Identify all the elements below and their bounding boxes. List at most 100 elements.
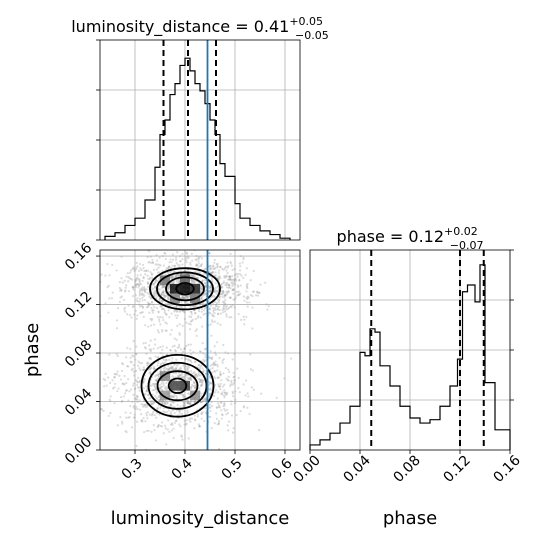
sample-point [172, 270, 176, 274]
sample-point [147, 304, 150, 307]
density-contours [140, 267, 221, 418]
sample-point [187, 256, 190, 260]
sample-point [179, 374, 182, 377]
sample-point [208, 403, 211, 407]
sample-point [175, 395, 178, 398]
sample-point [231, 282, 234, 285]
sample-point [223, 383, 226, 386]
sample-point [162, 284, 165, 288]
sample-point [162, 318, 165, 322]
sample-point [246, 297, 249, 301]
sample-point [195, 264, 198, 267]
sample-point [147, 429, 150, 432]
sample-point [193, 370, 196, 374]
sample-point [233, 278, 237, 281]
sample-point [166, 287, 169, 290]
sample-point [162, 290, 165, 294]
sample-point [235, 413, 238, 417]
sample-point [150, 273, 154, 276]
sample-point [195, 373, 198, 376]
sample-point [180, 435, 183, 438]
sample-point [223, 304, 226, 307]
sample-point [160, 425, 163, 428]
sample-point [149, 356, 152, 360]
sample-point [224, 298, 227, 302]
sample-point [100, 408, 104, 411]
sample-point [166, 401, 169, 404]
sample-point [196, 316, 199, 319]
sample-point [169, 258, 172, 261]
sample-point [152, 268, 156, 271]
sample-point [158, 299, 161, 302]
sample-point [211, 363, 214, 366]
sample-point [181, 438, 184, 441]
sample-point [232, 395, 235, 398]
sample-point [183, 347, 186, 350]
sample-point [138, 284, 141, 287]
sample-point [241, 261, 244, 264]
sample-point [193, 418, 197, 421]
sample-point [186, 367, 189, 370]
sample-point [244, 273, 247, 276]
sample-point [160, 305, 164, 308]
sample-point [210, 358, 214, 361]
sample-point [150, 324, 153, 327]
sample-point [109, 381, 112, 384]
sample-point [183, 311, 186, 314]
sample-point [153, 294, 156, 298]
sample-point [110, 297, 114, 300]
sample-point [221, 282, 224, 285]
sample-point [245, 301, 249, 304]
sample-point [157, 423, 160, 427]
sample-point [190, 353, 193, 356]
sample-point [195, 258, 198, 261]
x-tick-label: 0.3 [119, 456, 146, 483]
sample-point [189, 359, 192, 363]
sample-point [201, 411, 204, 414]
sample-point [225, 392, 229, 396]
sample-point [158, 284, 161, 287]
sample-point [217, 272, 220, 275]
sample-point [171, 253, 174, 256]
sample-point [238, 391, 241, 394]
sample-point [189, 376, 192, 379]
sample-point [173, 421, 176, 424]
sample-point [167, 265, 171, 268]
sample-point [163, 402, 166, 405]
sample-point [227, 283, 230, 286]
sample-point [159, 424, 162, 428]
sample-point [142, 342, 145, 345]
sample-point [237, 387, 240, 390]
sample-point [140, 403, 143, 406]
sample-point [210, 427, 213, 430]
sample-point [141, 310, 144, 314]
sample-point [123, 279, 126, 282]
sample-point [221, 385, 224, 388]
sample-point [216, 423, 219, 426]
sample-point [208, 393, 211, 396]
sample-point [214, 377, 217, 380]
sample-point [186, 401, 190, 405]
sample-point [172, 436, 175, 440]
sample-point [189, 273, 192, 276]
sample-point [106, 262, 109, 266]
sample-point [152, 401, 156, 405]
sample-point [163, 424, 167, 427]
sample-point [211, 356, 214, 359]
sample-point [185, 258, 188, 262]
sample-point [143, 288, 147, 291]
sample-point [193, 280, 196, 283]
sample-point [177, 375, 180, 378]
sample-point [148, 260, 151, 264]
sample-point [157, 404, 160, 407]
sample-point [177, 280, 181, 283]
sample-point [230, 379, 233, 382]
sample-point [150, 402, 153, 406]
sample-point [128, 416, 131, 419]
sample-point [181, 263, 184, 266]
histogram-phase: phase = 0.12+0.02 −0.07 0.00 0.04 0.08 0.12 0… [290, 225, 523, 529]
sample-point [226, 271, 229, 275]
sample-point [226, 266, 229, 269]
sample-point [170, 247, 172, 249]
sample-point [209, 364, 212, 367]
